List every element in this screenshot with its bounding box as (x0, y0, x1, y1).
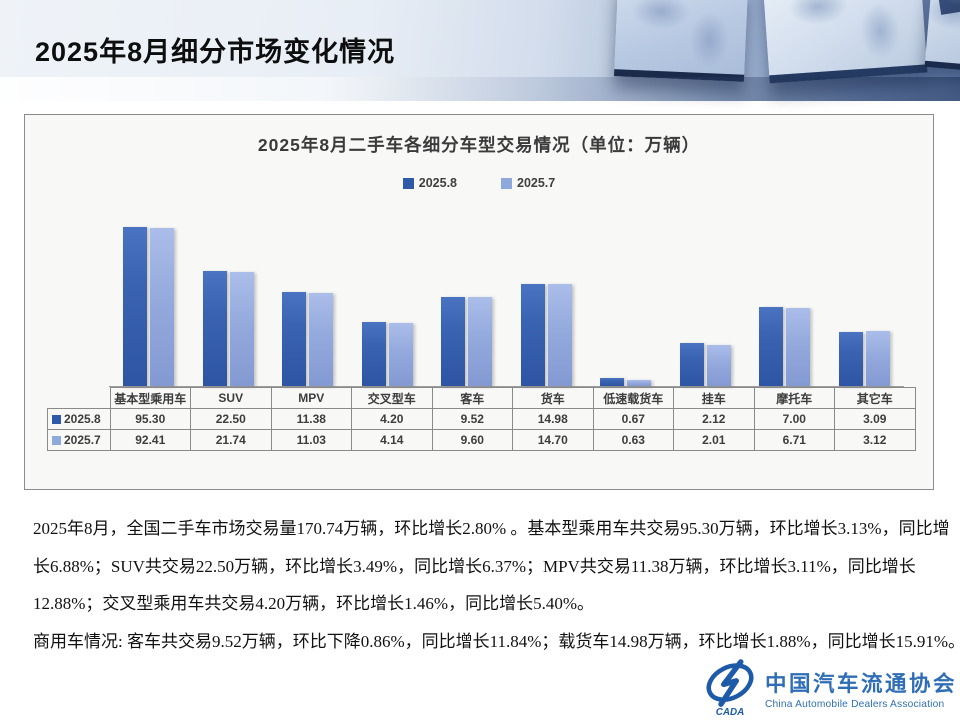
chart-panel: 2025年8月二手车各细分车型交易情况（单位：万辆） 2025.8 2025.7 … (24, 114, 934, 490)
bar-group-挂车 (666, 211, 746, 386)
table-header-cell: 货车 (512, 387, 594, 409)
globe-cube-decoration (613, 0, 749, 82)
bar-group-货车 (507, 211, 587, 386)
chart-legend: 2025.8 2025.7 (25, 176, 933, 190)
table-header-cell: 摩托车 (753, 387, 835, 409)
globe-cube-decoration (762, 0, 928, 84)
logo-text-zh: 中国汽车流通协会 (765, 671, 958, 696)
legend-label: 2025.7 (517, 176, 556, 190)
table-value-cell: 6.71 (753, 429, 835, 451)
table-value-cell: 4.20 (351, 408, 433, 430)
body-text: 2025年8月，全国二手车市场交易量170.74万辆，环比增长2.80% 。基本… (33, 510, 960, 660)
table-value-cell: 7.00 (753, 408, 835, 430)
legend-swatch-icon (402, 177, 414, 189)
bar-2025.8-其它车 (838, 332, 863, 386)
cada-logo-icon: CADA (706, 659, 754, 717)
bar-group-低速载货车 (586, 211, 666, 386)
bar-2025.8-摩托车 (759, 307, 784, 386)
table-header-cell: 基本型乘用车 (109, 387, 191, 409)
bar-group-摩托车 (745, 211, 825, 386)
table-value-cell: 3.12 (834, 429, 916, 451)
body-line: 商用车情况: 客车共交易9.52万辆，环比下降0.86%，同比增长11.84%；… (33, 631, 960, 651)
logo-text-en: China Automobile Dealers Association (765, 698, 945, 710)
table-value-cell: 95.30 (109, 408, 191, 430)
table-header-cell: 交叉型车 (351, 387, 433, 409)
table-row-label: 2025.8 (47, 408, 111, 430)
value-table: 基本型乘用车 SUV MPV 交叉型车 客车 货车 低速载货车 挂车 摩托车 其它车 2025.8 9… (47, 387, 916, 451)
table-value-cell: 2.01 (673, 429, 755, 451)
legend-swatch-icon (501, 177, 512, 189)
legend-item-2025.8: 2025.8 (402, 176, 457, 190)
table-header-cell: 客车 (431, 387, 513, 409)
legend-label: 2025.8 (418, 176, 457, 190)
bar-2025.7-SUV (229, 272, 254, 386)
series-name: 2025.8 (64, 412, 101, 426)
table-row-2025.7: 2025.7 92.41 21.74 11.03 4.14 9.60 14.70 0.63 2.… (47, 429, 916, 451)
table-value-cell: 11.38 (270, 408, 352, 430)
cada-logo: CADA 中国汽车流通协会 China Automobile Dealers A… (703, 659, 957, 717)
bar-2025.8-挂车 (679, 343, 704, 386)
legend-item-2025.7: 2025.7 (501, 176, 555, 190)
bar-2025.8-货车 (520, 284, 545, 386)
bar-2025.7-MPV (309, 293, 334, 386)
bar-2025.7-货车 (547, 284, 572, 386)
table-value-cell: 9.52 (431, 408, 513, 430)
table-value-cell: 0.67 (592, 408, 674, 430)
bar-2025.7-其它车 (865, 331, 890, 386)
bar-2025.7-低速载货车 (627, 380, 652, 386)
table-header-cell: MPV (270, 387, 352, 409)
table-header-cell: 低速载货车 (592, 387, 674, 409)
bar-2025.7-交叉型车 (388, 323, 413, 386)
table-value-cell: 11.03 (270, 429, 352, 451)
table-value-cell: 14.70 (512, 429, 594, 451)
series-name: 2025.7 (64, 433, 101, 447)
bar-2025.8-低速载货车 (600, 378, 625, 386)
table-value-cell: 14.98 (512, 408, 594, 430)
cada-badge-text: CADA (716, 707, 745, 717)
series-swatch-icon (52, 436, 61, 445)
bar-group-其它车 (825, 211, 905, 386)
bar-2025.7-摩托车 (786, 308, 811, 386)
body-line: 12.88%；交叉型乘用车共交易4.20万辆，环比增长1.46%，同比增长5.4… (33, 594, 594, 613)
table-value-cell: 0.63 (592, 429, 674, 451)
table-header-row: 基本型乘用车 SUV MPV 交叉型车 客车 货车 低速载货车 挂车 摩托车 其它车 (48, 387, 916, 409)
table-value-cell: 92.41 (109, 429, 191, 451)
bar-2025.8-客车 (441, 297, 466, 386)
bar-group-基本型乘用车 (109, 211, 189, 386)
plot-area (109, 211, 904, 387)
logo-text: 中国汽车流通协会 China Automobile Dealers Associ… (765, 667, 957, 710)
body-line: 长6.88%；SUV共交易22.50万辆，环比增长3.49%，同比增长6.37%… (33, 556, 916, 576)
table-value-cell: 3.09 (834, 408, 916, 430)
bar-2025.8-MPV (282, 292, 307, 386)
bar-2025.7-基本型乘用车 (150, 228, 175, 386)
table-row-2025.8: 2025.8 95.30 22.50 11.38 4.20 9.52 14.98 0.67 2.… (47, 408, 916, 430)
body-line: 2025年8月，全国二手车市场交易量170.74万辆，环比增长2.80% 。基本… (33, 519, 950, 538)
bar-2025.8-基本型乘用车 (123, 227, 148, 386)
table-value-cell: 2.12 (673, 408, 755, 430)
series-swatch-icon (52, 415, 61, 424)
bar-2025.8-交叉型车 (361, 322, 386, 386)
bar-group-客车 (427, 211, 507, 386)
bar-2025.7-挂车 (706, 345, 731, 386)
table-value-cell: 4.14 (351, 429, 433, 451)
table-corner-cell (48, 388, 111, 409)
chart-title: 2025年8月二手车各细分车型交易情况（单位：万辆） (257, 135, 701, 155)
bar-group-SUV (189, 211, 269, 386)
bar-group-MPV (268, 211, 348, 386)
bar-2025.7-客车 (468, 297, 493, 386)
bar-2025.8-SUV (202, 271, 227, 386)
table-value-cell: 21.74 (190, 429, 272, 451)
table-header-cell: SUV (190, 387, 272, 409)
table-value-cell: 9.60 (431, 429, 513, 451)
table-value-cell: 22.50 (190, 408, 272, 430)
table-header-cell: 其它车 (834, 387, 916, 409)
bar-group-交叉型车 (348, 211, 428, 386)
table-row-label: 2025.7 (47, 429, 111, 451)
top-banner (0, 0, 960, 101)
table-header-cell: 挂车 (673, 387, 755, 409)
slide-title: 2025年8月细分市场变化情况 (35, 37, 396, 67)
